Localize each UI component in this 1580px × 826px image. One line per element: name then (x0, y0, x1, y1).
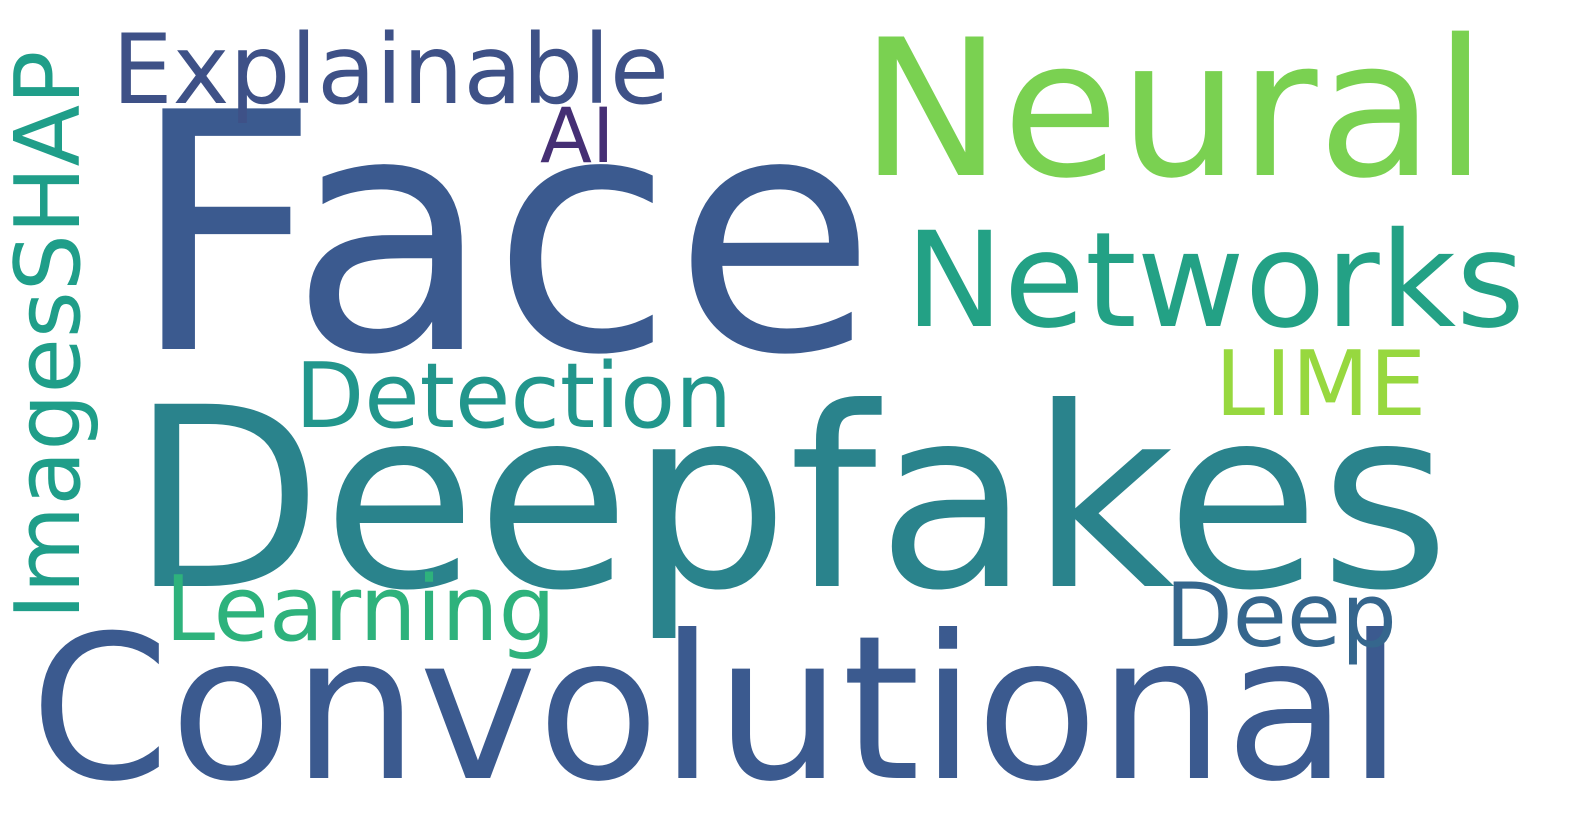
word-learning: Learning (165, 557, 556, 662)
word-convolutional: Convolutional (30, 593, 1404, 826)
word-lime: LIME (1215, 332, 1427, 437)
word-networks: Networks (905, 204, 1525, 358)
word-ai: AI (540, 91, 615, 180)
word-explainable: Explainable (112, 14, 669, 126)
word-imagesshap: ImagesSHAP (0, 50, 101, 620)
word-deep: Deep (1165, 564, 1397, 667)
word-neural: Neural (860, 0, 1487, 220)
word-deepfakes: Deepfakes (130, 354, 1450, 645)
word-detection: Detection (295, 344, 733, 449)
word-face: Face (130, 43, 877, 427)
